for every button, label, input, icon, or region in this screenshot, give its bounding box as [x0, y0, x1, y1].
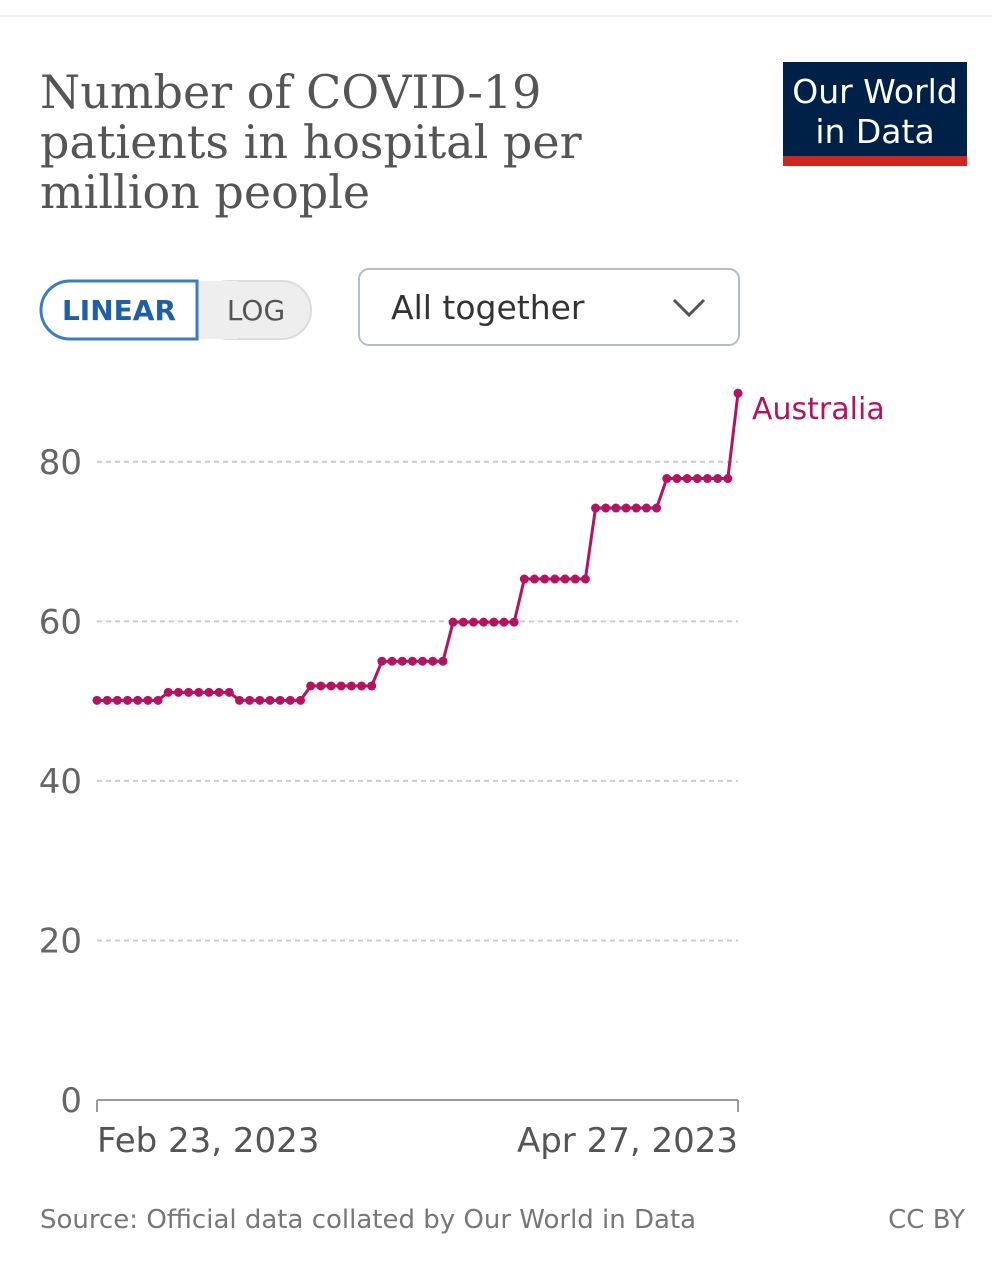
scale-toggle: LINEAR LOG: [39, 279, 312, 341]
log-label: LOG: [227, 294, 285, 327]
title-line: Number of COVID-19: [40, 65, 541, 119]
logo-bar: [783, 156, 967, 166]
point: [601, 503, 611, 513]
point: [621, 503, 631, 513]
dropdown-box: [358, 268, 740, 346]
point: [479, 617, 489, 627]
point: [346, 681, 356, 691]
point: [336, 681, 346, 691]
point: [285, 695, 295, 705]
point: [153, 695, 163, 705]
y-tick-label: 80: [39, 443, 82, 483]
x-tick-label: Feb 23, 2023: [97, 1121, 319, 1161]
point: [407, 656, 417, 666]
point: [377, 656, 387, 666]
point: [255, 695, 265, 705]
linear-border: [160, 279, 199, 341]
point: [112, 695, 122, 705]
series-label: Australia: [752, 392, 885, 427]
point: [631, 503, 641, 513]
point: [509, 617, 519, 627]
series-line: [97, 392, 740, 702]
y-tick-label: 40: [39, 762, 82, 802]
point: [713, 474, 723, 484]
point: [194, 687, 204, 697]
point: [570, 574, 580, 584]
point: [560, 574, 570, 584]
plot: 0 20 40 60 80 Feb 23, 2023 Apr 27, 2023 Austral…: [39, 388, 885, 1161]
point: [224, 687, 234, 697]
point: [428, 656, 438, 666]
point: [123, 695, 133, 705]
point: [723, 474, 733, 484]
point: [204, 687, 214, 697]
point: [448, 617, 458, 627]
point: [143, 695, 153, 705]
point: [611, 503, 621, 513]
y-tick-label: 0: [60, 1081, 82, 1121]
point: [133, 695, 143, 705]
logo-text: Our World: [792, 72, 958, 111]
point: [265, 695, 275, 705]
point: [540, 574, 550, 584]
point: [499, 617, 509, 627]
point: [591, 503, 601, 513]
point: [702, 474, 712, 484]
point: [652, 503, 662, 513]
point: [519, 574, 529, 584]
point: [530, 574, 540, 584]
point: [692, 474, 702, 484]
point: [550, 574, 560, 584]
point: [234, 695, 244, 705]
logo-bg: [783, 62, 967, 166]
point: [418, 656, 428, 666]
linear-button-fill: [160, 281, 197, 339]
point: [458, 617, 468, 627]
dropdown[interactable]: All together: [358, 268, 740, 346]
y-tick-label: 60: [39, 602, 82, 642]
point: [468, 617, 478, 627]
point: [173, 687, 183, 697]
point: [326, 681, 336, 691]
point: [316, 681, 326, 691]
y-tick-label: 20: [39, 921, 82, 961]
point: [580, 574, 590, 584]
title-line: patients in hospital per: [40, 115, 582, 169]
log-button-fill: [198, 281, 238, 339]
point: [397, 656, 407, 666]
point: [438, 656, 448, 666]
point: [306, 681, 316, 691]
point: [357, 681, 367, 691]
point: [245, 695, 255, 705]
point: [163, 687, 173, 697]
logo[interactable]: Our World in Data: [783, 62, 967, 166]
logo-text: in Data: [815, 112, 934, 151]
point: [489, 617, 499, 627]
point: [275, 695, 285, 705]
point: [102, 695, 112, 705]
chevron: [672, 298, 706, 318]
source: Source: Official data collated by Our Wo…: [40, 1205, 696, 1235]
point: [682, 474, 692, 484]
title: Number of COVID-19 patients in hospital …: [40, 65, 582, 219]
license: CC BY: [888, 1205, 965, 1235]
title-line: million people: [40, 165, 370, 219]
point: [184, 687, 194, 697]
point: [672, 474, 682, 484]
dropdown-label: All together: [391, 288, 585, 327]
point: [367, 681, 377, 691]
point: [641, 503, 651, 513]
point: [92, 695, 102, 705]
point: [387, 656, 397, 666]
x-tick-label: Apr 27, 2023: [517, 1121, 738, 1161]
point: [295, 695, 305, 705]
linear-label: LINEAR: [62, 294, 176, 327]
point: [662, 474, 672, 484]
point: [733, 388, 743, 398]
point: [214, 687, 224, 697]
